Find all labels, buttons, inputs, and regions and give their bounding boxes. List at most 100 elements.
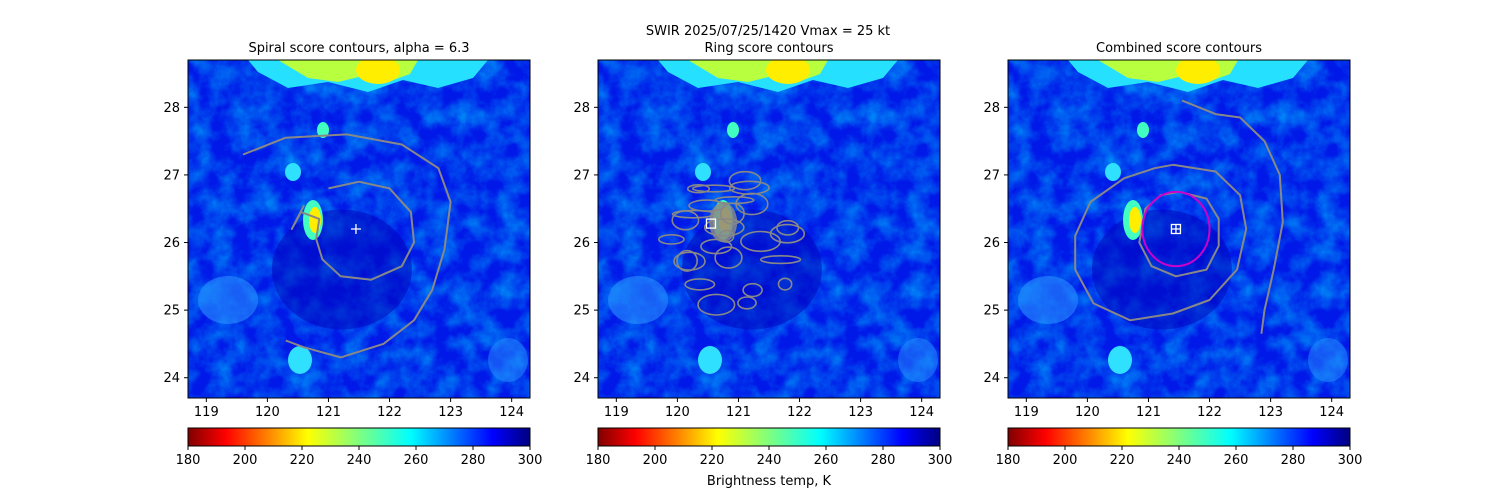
satellite-image — [598, 60, 940, 398]
panel-title-ring: Ring score contours — [704, 41, 833, 56]
x-tick-label: 124 — [1319, 405, 1344, 420]
y-tick-label: 24 — [573, 371, 590, 386]
score-contours — [1074, 99, 1284, 334]
axes-frame — [187, 59, 531, 399]
cloud-patch — [198, 276, 258, 324]
satellite-image — [188, 60, 530, 398]
convective-cell — [698, 346, 722, 374]
convective-cell — [695, 163, 711, 181]
convective-cell — [285, 163, 301, 181]
x-tick-label: 120 — [665, 405, 690, 420]
axes: 119 120 121 122 123 124 24 25 26 27 28 — [573, 59, 941, 420]
y-tick-label: 28 — [983, 101, 1000, 116]
ring-contour-blob — [769, 223, 806, 244]
cloud-patch — [608, 276, 668, 324]
x-tick-label: 121 — [1136, 405, 1161, 420]
center-plus-marker — [350, 224, 361, 234]
ring-contour-blob — [673, 251, 706, 271]
x-tick-label: 120 — [1075, 405, 1100, 420]
ring-contour-blob — [740, 230, 782, 253]
ring-contour-blob — [777, 277, 793, 291]
cloud-patch — [488, 338, 528, 382]
spiral-contour — [242, 133, 452, 359]
colorbar-tick-label: 200 — [233, 453, 258, 468]
cloud-patch — [1018, 276, 1078, 324]
colorbar-tick-label: 300 — [518, 453, 543, 468]
x-tick-label: 120 — [255, 405, 280, 420]
x-tick-label: 124 — [499, 405, 524, 420]
center-square-marker — [1170, 223, 1182, 235]
ring-contour-blob — [728, 180, 770, 195]
panel-ring: Ring score contours 119 120 121 122 123 124 24… — [573, 41, 952, 489]
colorbar: 180 200 220 240 260 280 300 — [586, 427, 953, 468]
colorbar-gradient — [597, 427, 941, 447]
y-tick-label: 27 — [163, 168, 180, 183]
outer-contour — [1074, 163, 1248, 322]
x-tick-label: 121 — [726, 405, 751, 420]
panel-spiral: Spiral score contours, alpha = 6.3 119 12… — [163, 41, 542, 468]
colorbar-tick-label: 260 — [404, 453, 429, 468]
convection-core — [766, 60, 810, 84]
colorbar-tick-label: 280 — [461, 453, 486, 468]
ring-contour-blob — [658, 233, 685, 245]
y-tick-label: 25 — [573, 304, 590, 319]
x-tick-label: 123 — [848, 405, 873, 420]
y-tick-label: 25 — [163, 304, 180, 319]
convective-cell — [1129, 207, 1141, 233]
x-tick-label: 119 — [1014, 405, 1039, 420]
figure-suptitle: SWIR 2025/07/25/1420 Vmax = 25 kt — [646, 24, 890, 39]
x-tick-label: 119 — [604, 405, 629, 420]
colorbar-tick-label: 180 — [176, 453, 201, 468]
x-tick-label: 119 — [194, 405, 219, 420]
y-tick-label: 24 — [163, 371, 180, 386]
colorbar-tick-label: 280 — [1281, 453, 1306, 468]
panel-title-spiral: Spiral score contours, alpha = 6.3 — [248, 41, 469, 56]
colorbar: 180 200 220 240 260 280 300 — [996, 427, 1363, 468]
cloud-patch — [898, 338, 938, 382]
colorbar-label: Brightness temp, K — [707, 474, 832, 489]
ring-contour-blob — [684, 278, 716, 291]
colorbar-gradient — [1007, 427, 1351, 447]
y-tick-label: 27 — [983, 168, 1000, 183]
eye-region — [271, 209, 412, 330]
y-tick-label: 27 — [573, 168, 590, 183]
colorbar-tick-label: 280 — [871, 453, 896, 468]
y-tick-label: 28 — [573, 101, 590, 116]
y-tick-label: 26 — [573, 236, 590, 251]
ring-contour-blob — [728, 170, 762, 191]
x-tick-label: 122 — [377, 405, 402, 420]
x-tick-label: 122 — [787, 405, 812, 420]
y-tick-label: 26 — [983, 236, 1000, 251]
colorbar-tick-label: 260 — [1224, 453, 1249, 468]
convection-core — [1176, 60, 1220, 84]
convective-cell — [317, 122, 329, 138]
score-contours — [242, 133, 452, 359]
cloud-patch — [1308, 338, 1348, 382]
x-tick-label: 121 — [316, 405, 341, 420]
colorbar-tick-label: 300 — [1338, 453, 1363, 468]
ring-contour-blob — [691, 184, 736, 193]
combined-circle — [1141, 190, 1211, 268]
tail-contour — [1181, 99, 1284, 334]
ring-contour-blob — [776, 219, 800, 236]
ring-contour-blob — [697, 293, 736, 316]
colorbar-tick-label: 300 — [928, 453, 953, 468]
colorbar-gradient — [187, 427, 531, 447]
colorbar: 180 200 220 240 260 280 300 — [176, 427, 543, 468]
colorbar-tick-label: 180 — [996, 453, 1021, 468]
center-plus-marker — [1170, 224, 1181, 234]
axes: 119 120 121 122 123 124 24 25 26 27 28 — [983, 59, 1351, 420]
axes-frame — [1007, 59, 1351, 399]
convective-cell — [727, 122, 739, 138]
colorbar-tick-label: 260 — [814, 453, 839, 468]
ring-contour-core — [709, 202, 738, 243]
x-tick-label: 123 — [1258, 405, 1283, 420]
ring-contour-blob — [742, 282, 763, 298]
convective-cell — [288, 346, 312, 374]
convective-cell — [1137, 122, 1149, 138]
colorbar-tick-label: 240 — [347, 453, 372, 468]
convective-cell — [1108, 346, 1132, 374]
y-tick-label: 24 — [983, 371, 1000, 386]
panel-title-combined: Combined score contours — [1096, 41, 1262, 56]
